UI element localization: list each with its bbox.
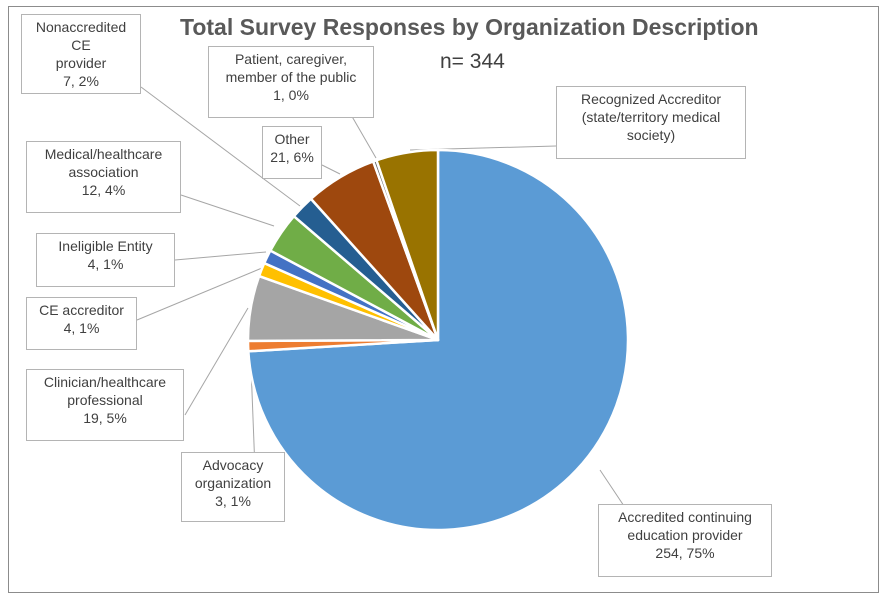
slice-label-value: 7, 2% [63,73,99,89]
slice-label: Other 21, 6% [262,126,322,179]
leader-line [349,112,377,159]
slice-label-name: Patient, caregiver, [234,51,348,67]
slice-label-value: 254, 75% [655,545,715,561]
slice-label-value: 4, 1% [87,256,124,272]
slice-label: Medical/healthcare association 12, 4% [26,141,181,213]
slice-label-name: Nonaccredited CE [35,19,127,53]
slice-label: Advocacy organization 3, 1% [181,452,285,522]
chart-subtitle: n= 344 [440,50,505,73]
leader-line [321,164,341,175]
slice-label-name: (state/territory medical [581,109,721,125]
slice-label-name: Other [274,131,310,147]
slice-label-name: professional [67,392,143,408]
slice-label-value: 1, 0% [273,87,309,103]
slice-label-name: Clinician/healthcare [43,374,167,390]
pie-slice [375,148,440,342]
slice-label-value: 21, 6% [270,149,314,165]
slice-label-name: CE accreditor [39,302,124,318]
slice-label: Ineligible Entity 4, 1% [36,233,175,287]
leader-line [174,251,267,261]
leader-line [180,194,275,227]
slice-label: Recognized Accreditor (state/territory me… [556,86,746,159]
slice-label-name: education provider [627,527,743,543]
slice-label-value: 12, 4% [81,182,126,198]
slice-label-name: Medical/healthcare [44,146,163,162]
leader-line [136,267,263,321]
slice-label-value: 4, 1% [63,320,100,336]
slice-label-name: provider [55,55,107,71]
slice-label: Clinician/healthcare professional 19, 5% [26,369,184,441]
slice-label-name: member of the public [225,69,357,85]
slice-label-value: 19, 5% [83,410,127,426]
slice-label: CE accreditor 4, 1% [26,297,137,350]
slice-label-name: Advocacy [202,457,264,473]
leader-line [184,307,249,416]
slice-label-name: Ineligible Entity [58,238,153,254]
chart-title: Total Survey Responses by Organization D… [180,14,759,40]
slice-label-name: Recognized Accreditor [580,91,722,107]
slice-label-value: 3, 1% [215,493,251,509]
slice-label: Nonaccredited CE provider 7, 2% [21,14,141,94]
leader-line [140,86,301,207]
slice-label: Accredited continuing education provider 2… [598,504,772,577]
slice-label-name: organization [194,475,272,491]
slice-label-name: association [68,164,139,180]
slice-label: Patient, caregiver, member of the public 1… [208,46,374,118]
slice-label-name: society) [626,127,676,143]
slice-label-name: Accredited continuing [618,509,752,525]
